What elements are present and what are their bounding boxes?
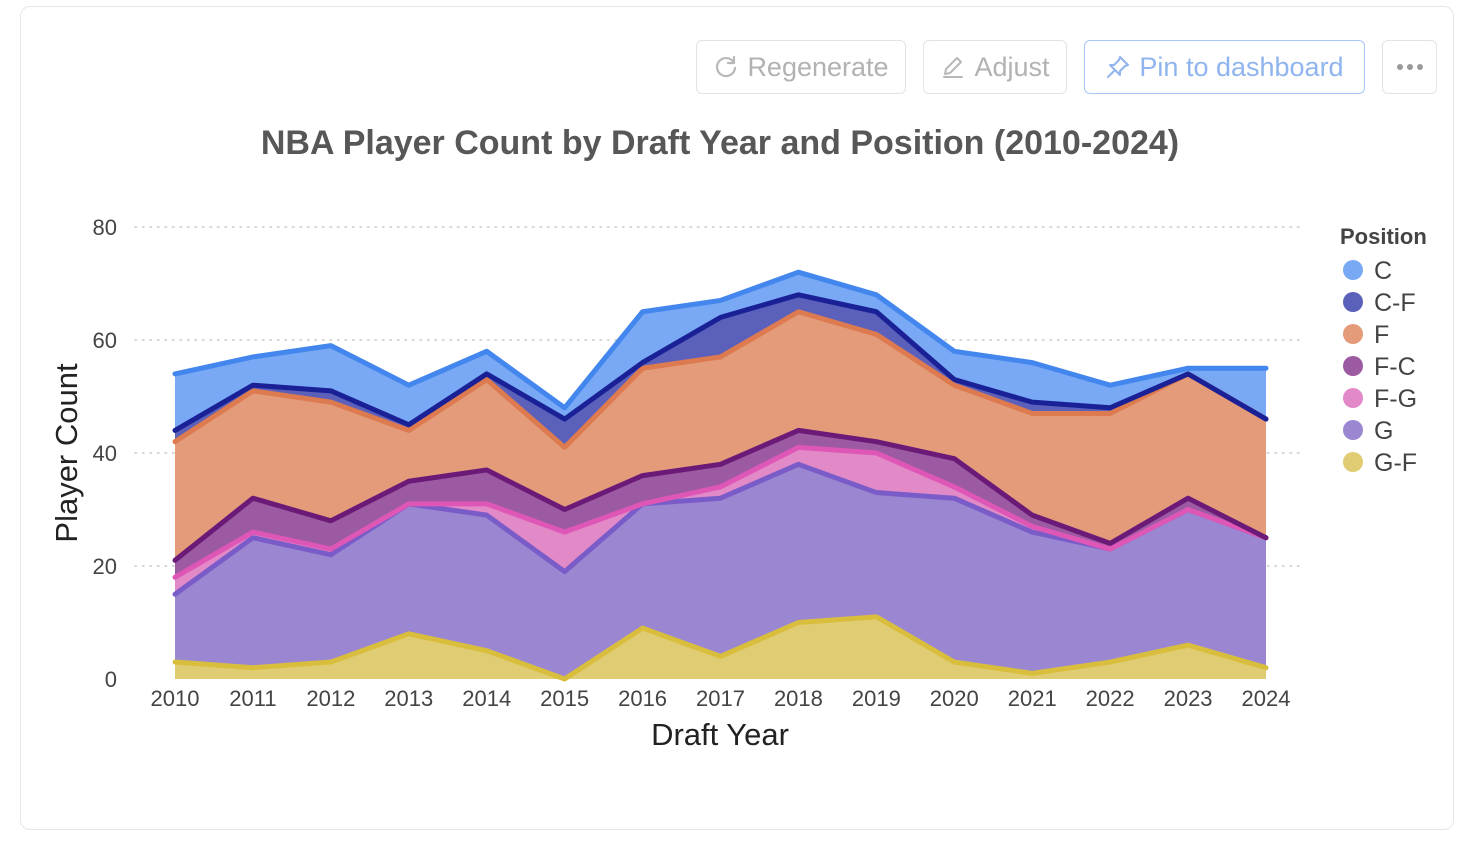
line-F-C	[172, 427, 1269, 563]
x-tick-label: 2011	[229, 686, 276, 711]
pin-to-dashboard-button[interactable]: Pin to dashboard	[1084, 40, 1365, 94]
legend-swatch-G-F	[1343, 452, 1363, 472]
regenerate-button[interactable]: Regenerate	[696, 40, 906, 94]
ellipsis-icon	[1395, 62, 1425, 72]
area-F	[175, 311, 1266, 561]
x-tick-label: 2019	[852, 686, 901, 711]
chart-title: NBA Player Count by Draft Year and Posit…	[260, 124, 1180, 162]
line-C	[172, 269, 1269, 411]
area-F-C	[175, 430, 1266, 578]
x-tick-label: 2023	[1164, 686, 1213, 711]
x-tick-label: 2024	[1242, 686, 1291, 711]
y-tick-label: 80	[93, 215, 117, 240]
legend-swatch-F-C	[1343, 356, 1363, 376]
refresh-icon	[713, 54, 739, 80]
x-tick-label: 2013	[384, 686, 433, 711]
more-options-button[interactable]	[1382, 40, 1437, 94]
legend-label-G: G	[1374, 417, 1393, 445]
legend-label-F-C: F-C	[1374, 353, 1416, 381]
legend-swatch-C-F	[1343, 292, 1363, 312]
x-tick-label: 2012	[306, 686, 355, 711]
pin-label: Pin to dashboard	[1139, 51, 1344, 82]
area-G	[175, 464, 1266, 679]
y-tick-label: 20	[93, 554, 117, 579]
area-C-F	[175, 294, 1266, 448]
x-tick-label: 2021	[1008, 686, 1057, 711]
legend-title: Position	[1340, 224, 1427, 249]
area-C	[175, 272, 1266, 431]
x-tick-label: 2017	[696, 686, 745, 711]
line-F-G	[172, 444, 1269, 580]
legend-label-G-F: G-F	[1374, 449, 1417, 477]
legend-swatch-F-G	[1343, 388, 1363, 408]
x-tick-label: 2015	[540, 686, 589, 711]
y-tick-label: 40	[93, 441, 117, 466]
adjust-button[interactable]: Adjust	[923, 40, 1067, 94]
legend-swatch-G	[1343, 420, 1363, 440]
x-tick-label: 2018	[774, 686, 823, 711]
y-tick-label: 0	[105, 667, 117, 692]
x-axis-title: Draft Year	[651, 717, 789, 752]
regenerate-label: Regenerate	[747, 51, 889, 82]
y-tick-label: 60	[93, 328, 117, 353]
legend-swatch-C	[1343, 260, 1363, 280]
pin-icon	[1105, 54, 1131, 80]
x-tick-label: 2020	[930, 686, 979, 711]
legend-swatch-F	[1343, 324, 1363, 344]
line-F	[172, 309, 1269, 450]
pencil-icon	[940, 54, 966, 80]
line-G-F	[172, 614, 1269, 682]
line-C-F	[172, 292, 1269, 433]
legend-label-C-F: C-F	[1374, 289, 1416, 317]
legend-label-F-G: F-G	[1374, 385, 1417, 413]
x-tick-label: 2022	[1086, 686, 1135, 711]
y-axis-title: Player Count	[49, 363, 84, 543]
legend-label-F: F	[1374, 321, 1389, 349]
x-tick-label: 2016	[618, 686, 667, 711]
x-tick-label: 2010	[151, 686, 200, 711]
area-G-F	[175, 616, 1266, 679]
adjust-label: Adjust	[974, 51, 1050, 82]
legend-label-C: C	[1374, 257, 1392, 285]
x-tick-label: 2014	[462, 686, 511, 711]
